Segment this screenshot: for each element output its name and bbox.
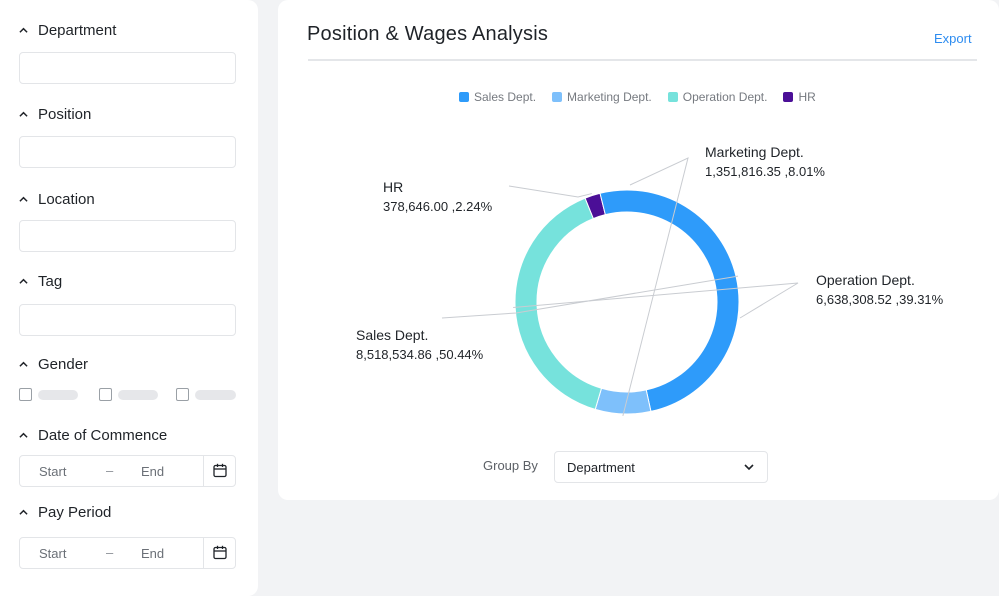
data-label-value: 1,351,816.35 ,8.01% — [705, 164, 825, 179]
data-label: Sales Dept. 8,518,534.86 ,50.44% — [356, 326, 483, 364]
filter-position-header[interactable]: Position — [19, 106, 91, 123]
chart-legend: Sales Dept. Marketing Dept. Operation Dept… — [459, 90, 816, 104]
calendar-icon[interactable] — [213, 545, 227, 560]
data-label-name: Sales Dept. — [356, 327, 429, 343]
position-input[interactable] — [19, 136, 236, 168]
chevron-up-icon — [19, 361, 28, 367]
start-date-input[interactable]: Start — [39, 546, 67, 561]
filter-pay-period-header[interactable]: Pay Period — [19, 504, 111, 521]
data-label: Marketing Dept. 1,351,816.35 ,8.01% — [705, 143, 825, 181]
donut-slice[interactable] — [514, 197, 603, 411]
divider — [203, 456, 204, 486]
group-by-value: Department — [567, 460, 635, 475]
gender-options — [19, 387, 236, 405]
callout-line — [513, 282, 799, 319]
filter-department-label: Department — [38, 22, 117, 39]
analysis-panel: Position & Wages Analysis Export Sales D… — [278, 0, 999, 500]
legend-item[interactable]: Operation Dept. — [667, 90, 768, 104]
location-input[interactable] — [19, 220, 236, 252]
filter-department-header[interactable]: Department — [19, 22, 116, 39]
chevron-up-icon — [19, 432, 28, 438]
legend-swatch — [459, 92, 469, 102]
pay-period-range[interactable]: Start – End — [19, 537, 236, 569]
filter-date-of-commence-label: Date of Commence — [38, 427, 168, 444]
gender-checkbox[interactable] — [99, 388, 112, 401]
group-by-label: Group By — [483, 458, 538, 473]
data-label: Operation Dept. 6,638,308.52 ,39.31% — [816, 271, 943, 309]
chevron-up-icon — [19, 27, 28, 33]
filter-location-header[interactable]: Location — [19, 191, 95, 208]
callout-line — [441, 275, 739, 319]
chevron-up-icon — [19, 278, 28, 284]
department-input[interactable] — [19, 52, 236, 84]
filter-gender-header[interactable]: Gender — [19, 356, 88, 373]
legend-label: Operation Dept. — [682, 90, 768, 104]
chevron-up-icon — [19, 509, 28, 515]
export-button[interactable]: Export — [934, 31, 972, 46]
legend-swatch — [667, 92, 678, 102]
legend-label: Sales Dept. — [474, 90, 537, 104]
gender-checkbox[interactable] — [19, 388, 32, 401]
data-label-value: 8,518,534.86 ,50.44% — [356, 347, 484, 362]
legend-swatch — [552, 92, 563, 102]
title-divider — [308, 59, 977, 61]
legend-item[interactable]: Marketing Dept. — [552, 90, 652, 104]
gender-checkbox[interactable] — [176, 388, 189, 401]
data-label-value: 378,646.00 ,2.24% — [383, 199, 493, 214]
filter-tag-label: Tag — [38, 273, 63, 290]
filter-date-of-commence-header[interactable]: Date of Commence — [19, 427, 167, 444]
gender-option-placeholder — [38, 390, 78, 400]
data-label-name: HR — [383, 179, 404, 195]
chevron-up-icon — [19, 111, 28, 117]
donut-chart — [441, 157, 799, 417]
filter-tag-header[interactable]: Tag — [19, 273, 62, 290]
chevron-up-icon — [19, 196, 28, 202]
legend-label: Marketing Dept. — [567, 90, 652, 104]
range-separator: – — [106, 463, 114, 478]
callout-line — [508, 185, 592, 198]
filter-gender-label: Gender — [38, 356, 89, 373]
chevron-down-icon — [744, 464, 754, 471]
filter-sidebar: Department Position Location Tag Gender … — [0, 0, 258, 596]
tag-input[interactable] — [19, 304, 236, 336]
gender-option-placeholder — [118, 390, 158, 400]
donut-slice[interactable] — [594, 387, 652, 415]
callout-line — [622, 157, 689, 417]
legend-item[interactable]: HR — [783, 90, 816, 104]
donut-slice[interactable] — [599, 189, 740, 413]
end-date-input[interactable]: End — [141, 546, 165, 561]
filter-pay-period-label: Pay Period — [38, 504, 112, 521]
range-separator: – — [106, 545, 114, 560]
gender-option-placeholder — [195, 390, 236, 400]
data-label-name: Operation Dept. — [816, 272, 915, 288]
legend-label: HR — [798, 90, 816, 104]
data-label: HR 378,646.00 ,2.24% — [383, 178, 492, 216]
end-date-input[interactable]: End — [141, 464, 165, 479]
data-label-value: 6,638,308.52 ,39.31% — [816, 292, 944, 307]
start-date-input[interactable]: Start — [39, 464, 67, 479]
divider — [203, 538, 204, 568]
group-by-select[interactable]: Department — [554, 451, 768, 483]
filter-position-label: Position — [38, 106, 92, 123]
filter-location-label: Location — [38, 191, 95, 208]
data-label-name: Marketing Dept. — [705, 144, 804, 160]
legend-swatch — [783, 92, 794, 102]
calendar-icon[interactable] — [213, 463, 227, 478]
date-of-commence-range[interactable]: Start – End — [19, 455, 236, 487]
page-title: Position & Wages Analysis — [307, 23, 549, 45]
legend-item[interactable]: Sales Dept. — [459, 90, 536, 104]
